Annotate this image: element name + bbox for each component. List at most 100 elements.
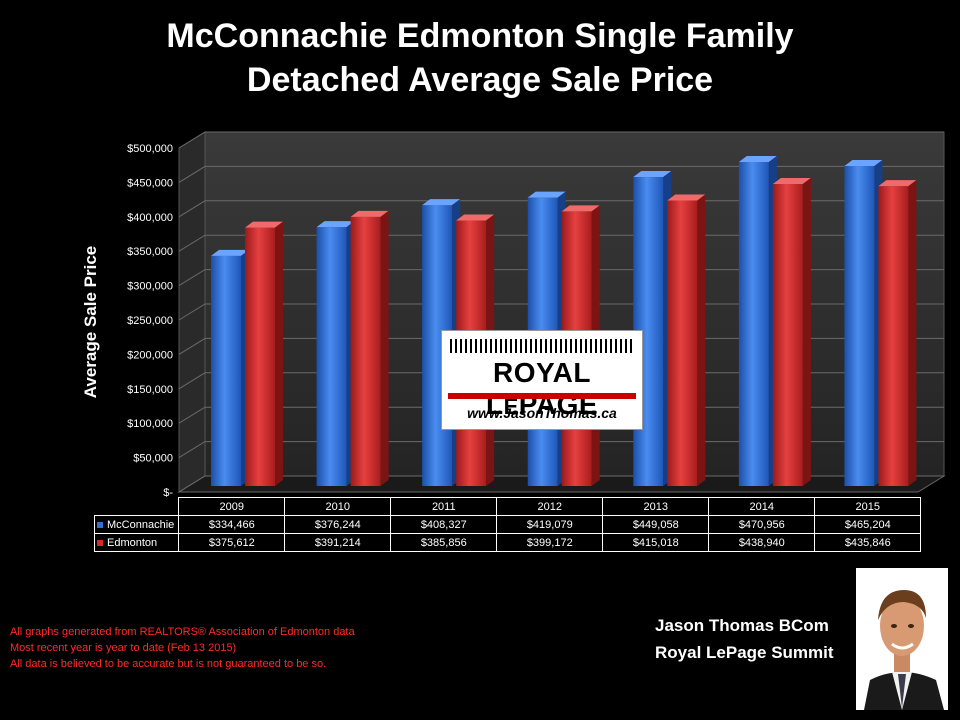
series-name-cell: Edmonton — [93, 533, 180, 552]
bar-top — [561, 205, 600, 212]
bar-top — [844, 159, 883, 166]
legend-swatch — [97, 539, 103, 546]
footnotes: All graphs generated from REALTORS® Asso… — [10, 624, 355, 672]
series-name-cell: McConnachie — [93, 515, 180, 534]
table-header-row: 2009 2010 2011 2012 2013 2014 2015 — [95, 497, 922, 516]
footnote-3: All data is believed to be accurate but … — [10, 658, 327, 670]
y-tick-label: $500,000 — [127, 143, 173, 155]
chart-title: McConnachie Edmonton Single Family Detac… — [0, 14, 960, 102]
data-label: $465,204 — [814, 515, 922, 534]
y-tick-label: $450,000 — [127, 177, 173, 189]
table-year-header: 2012 — [496, 497, 604, 516]
gridline — [178, 165, 944, 183]
y-tick-label: $200,000 — [127, 349, 173, 361]
bar-edmonton-2015 — [878, 180, 917, 487]
bar-front — [878, 186, 909, 487]
data-label: $376,244 — [284, 515, 392, 534]
bar-mcconnachie-2013 — [633, 171, 672, 486]
data-label: $415,018 — [602, 533, 710, 552]
data-label: $385,856 — [390, 533, 498, 552]
logo-stripes — [450, 339, 634, 353]
bar-top — [422, 199, 461, 206]
y-tick-label: $- — [163, 487, 173, 499]
bar-top — [350, 210, 389, 217]
bar-edmonton-2014 — [772, 178, 811, 486]
royal-lepage-logo: ROYAL LEPAGE www.JasonThomas.ca — [441, 330, 643, 430]
agent-photo — [856, 568, 948, 710]
agent-company: Royal LePage Summit — [655, 643, 834, 662]
bar-edmonton-2009 — [245, 221, 283, 486]
data-label: $391,214 — [284, 533, 392, 552]
bar-side — [275, 221, 283, 486]
bar-front — [316, 227, 347, 486]
table-year-header: 2009 — [178, 497, 286, 516]
bar-mcconnachie-2015 — [844, 159, 883, 487]
title-line-1: McConnachie Edmonton Single Family — [166, 17, 794, 55]
bars — [211, 155, 917, 487]
bar-edmonton-2010 — [350, 210, 389, 486]
bar-side — [802, 178, 811, 486]
y-tick-label: $250,000 — [127, 315, 173, 327]
bar-top — [527, 191, 566, 198]
data-table: 2009 2010 2011 2012 2013 2014 2015 McConnachie $… — [93, 497, 922, 552]
legend-swatch — [97, 521, 103, 528]
data-label: $435,846 — [814, 533, 922, 552]
bar-top — [667, 194, 706, 201]
y-tick-label: $300,000 — [127, 281, 173, 293]
bar-mcconnachie-2010 — [316, 221, 355, 486]
bar-front — [211, 255, 241, 486]
bar-top — [633, 171, 672, 178]
bar-front — [772, 184, 803, 486]
logo-url: www.JasonThomas.ca — [467, 405, 617, 421]
y-tick-label: $350,000 — [127, 246, 173, 258]
bar-side — [908, 180, 917, 487]
table-year-header: 2013 — [602, 497, 710, 516]
logo-rule — [448, 393, 636, 399]
y-axis-ticks: $- $50,000 $100,000 $150,000 $200,000 $250,00… — [127, 143, 173, 499]
bar-edmonton-2013 — [667, 194, 706, 486]
agent-portrait-image — [856, 568, 948, 710]
bar-front — [738, 161, 769, 486]
table-corner — [95, 498, 179, 516]
data-label: $470,956 — [708, 515, 816, 534]
y-axis-label: Average Sale Price — [81, 245, 100, 399]
bar-top — [772, 178, 811, 185]
data-label: $419,079 — [496, 515, 604, 534]
y-tick-label: $150,000 — [127, 384, 173, 396]
bar-mcconnachie-2014 — [738, 155, 777, 486]
footnote-1: All graphs generated from REALTORS® Asso… — [10, 626, 355, 638]
bar-top — [245, 221, 283, 228]
data-label: $449,058 — [602, 515, 710, 534]
bar-top — [316, 221, 355, 228]
data-label: $334,466 — [178, 515, 286, 534]
data-label: $408,327 — [390, 515, 498, 534]
bar-top — [456, 214, 495, 221]
table-row: McConnachie $334,466 $376,244 $408,327 $419,… — [93, 515, 922, 534]
bar-side — [380, 210, 389, 486]
agent-name: Jason Thomas BCom — [655, 616, 829, 635]
bar-mcconnachie-2009 — [211, 249, 249, 486]
bar-front — [245, 227, 275, 486]
table-year-header: 2014 — [708, 497, 816, 516]
data-label: $399,172 — [496, 533, 604, 552]
table-year-header: 2010 — [284, 497, 392, 516]
agent-block: Jason Thomas BCom Royal LePage Summit — [655, 612, 834, 666]
gridline — [178, 131, 944, 149]
table-row: Edmonton $375,612 $391,214 $385,856 $399,172… — [93, 533, 922, 552]
y-tick-label: $100,000 — [127, 418, 173, 430]
table-year-header: 2011 — [390, 497, 498, 516]
y-tick-label: $50,000 — [133, 453, 173, 465]
bar-front — [667, 200, 698, 486]
y-tick-label: $400,000 — [127, 212, 173, 224]
table-year-header: 2015 — [814, 497, 922, 516]
data-label: $438,940 — [708, 533, 816, 552]
title-line-2: Detached Average Sale Price — [246, 61, 714, 99]
bar-side — [697, 194, 706, 486]
footnote-2: Most recent year is year to date (Feb 13… — [10, 642, 237, 654]
bar-front — [350, 216, 381, 486]
bar-top — [211, 249, 249, 256]
bar-top — [878, 180, 917, 187]
data-label: $375,612 — [178, 533, 286, 552]
bar-front — [844, 165, 875, 487]
